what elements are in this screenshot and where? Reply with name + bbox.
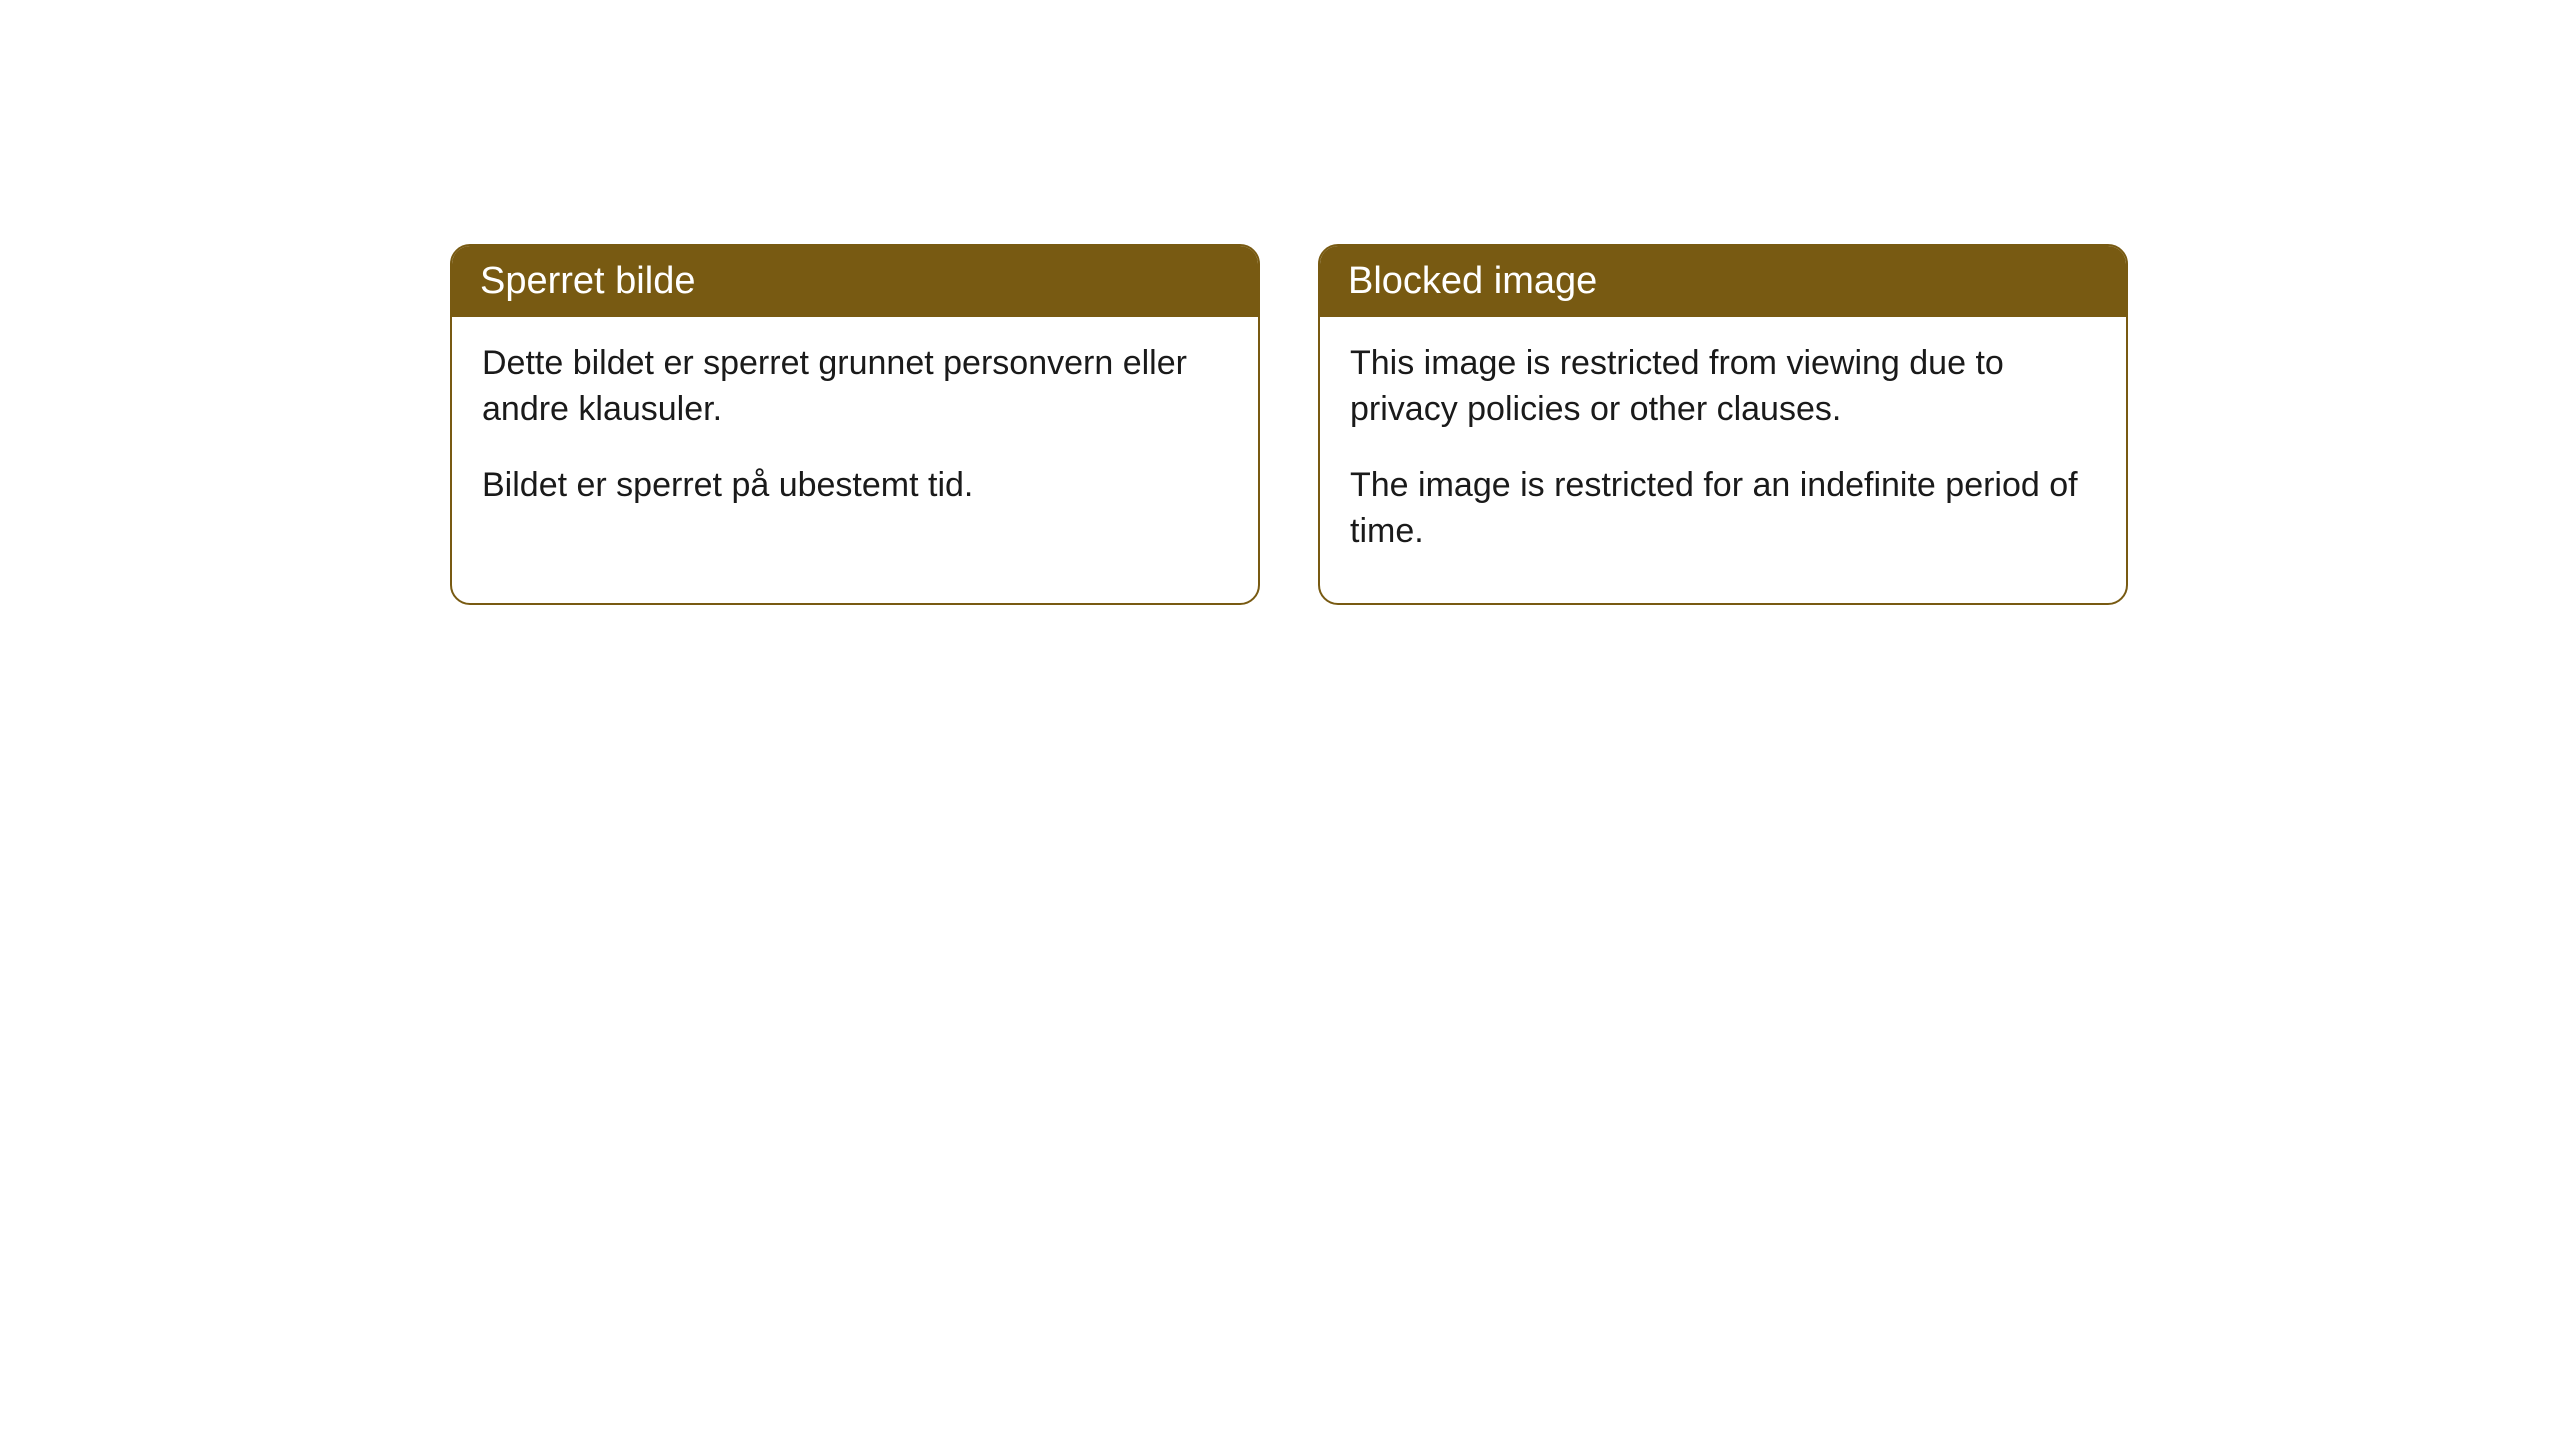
card-header-english: Blocked image: [1320, 246, 2126, 317]
notice-card-english: Blocked image This image is restricted f…: [1318, 244, 2128, 605]
notice-cards-container: Sperret bilde Dette bildet er sperret gr…: [450, 244, 2128, 605]
notice-paragraph-2-en: The image is restricted for an indefinit…: [1350, 463, 2096, 555]
notice-card-norwegian: Sperret bilde Dette bildet er sperret gr…: [450, 244, 1260, 605]
notice-paragraph-1-en: This image is restricted from viewing du…: [1350, 341, 2096, 433]
card-body-english: This image is restricted from viewing du…: [1320, 317, 2126, 603]
card-header-norwegian: Sperret bilde: [452, 246, 1258, 317]
notice-paragraph-2-no: Bildet er sperret på ubestemt tid.: [482, 463, 1228, 509]
notice-paragraph-1-no: Dette bildet er sperret grunnet personve…: [482, 341, 1228, 433]
card-body-norwegian: Dette bildet er sperret grunnet personve…: [452, 317, 1258, 557]
